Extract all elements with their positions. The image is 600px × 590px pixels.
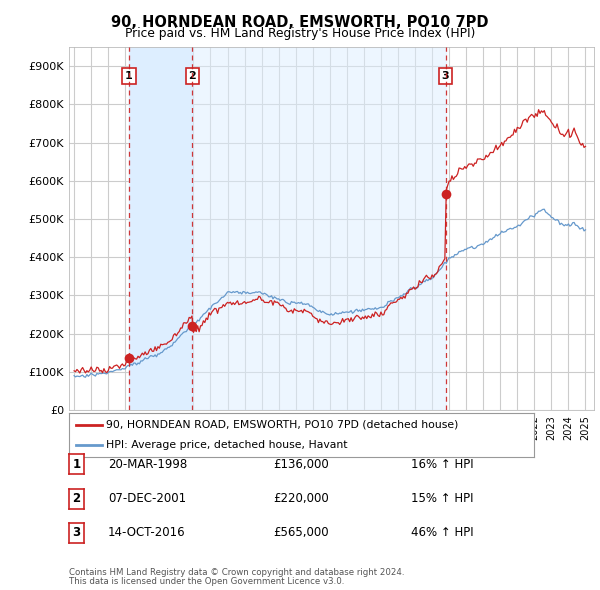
Text: £565,000: £565,000 [273,526,329,539]
Text: £220,000: £220,000 [273,492,329,505]
Text: 1: 1 [72,458,80,471]
Text: £136,000: £136,000 [273,458,329,471]
Text: This data is licensed under the Open Government Licence v3.0.: This data is licensed under the Open Gov… [69,577,344,586]
Text: 14-OCT-2016: 14-OCT-2016 [108,526,185,539]
Text: 15% ↑ HPI: 15% ↑ HPI [411,492,473,505]
Bar [129,47,192,410]
Text: 2: 2 [188,71,196,81]
Text: 90, HORNDEAN ROAD, EMSWORTH, PO10 7PD (detached house): 90, HORNDEAN ROAD, EMSWORTH, PO10 7PD (d… [106,420,458,430]
Text: Contains HM Land Registry data © Crown copyright and database right 2024.: Contains HM Land Registry data © Crown c… [69,568,404,577]
Text: 1: 1 [125,71,133,81]
Text: Price paid vs. HM Land Registry's House Price Index (HPI): Price paid vs. HM Land Registry's House … [125,27,475,40]
Text: 46% ↑ HPI: 46% ↑ HPI [411,526,473,539]
Text: 2: 2 [72,492,80,505]
Bar [192,47,446,410]
Text: 3: 3 [72,526,80,539]
Text: HPI: Average price, detached house, Havant: HPI: Average price, detached house, Hava… [106,440,348,450]
Text: 07-DEC-2001: 07-DEC-2001 [108,492,186,505]
Text: 90, HORNDEAN ROAD, EMSWORTH, PO10 7PD: 90, HORNDEAN ROAD, EMSWORTH, PO10 7PD [111,15,489,30]
Text: 16% ↑ HPI: 16% ↑ HPI [411,458,473,471]
Text: 3: 3 [442,71,449,81]
Text: 20-MAR-1998: 20-MAR-1998 [108,458,187,471]
